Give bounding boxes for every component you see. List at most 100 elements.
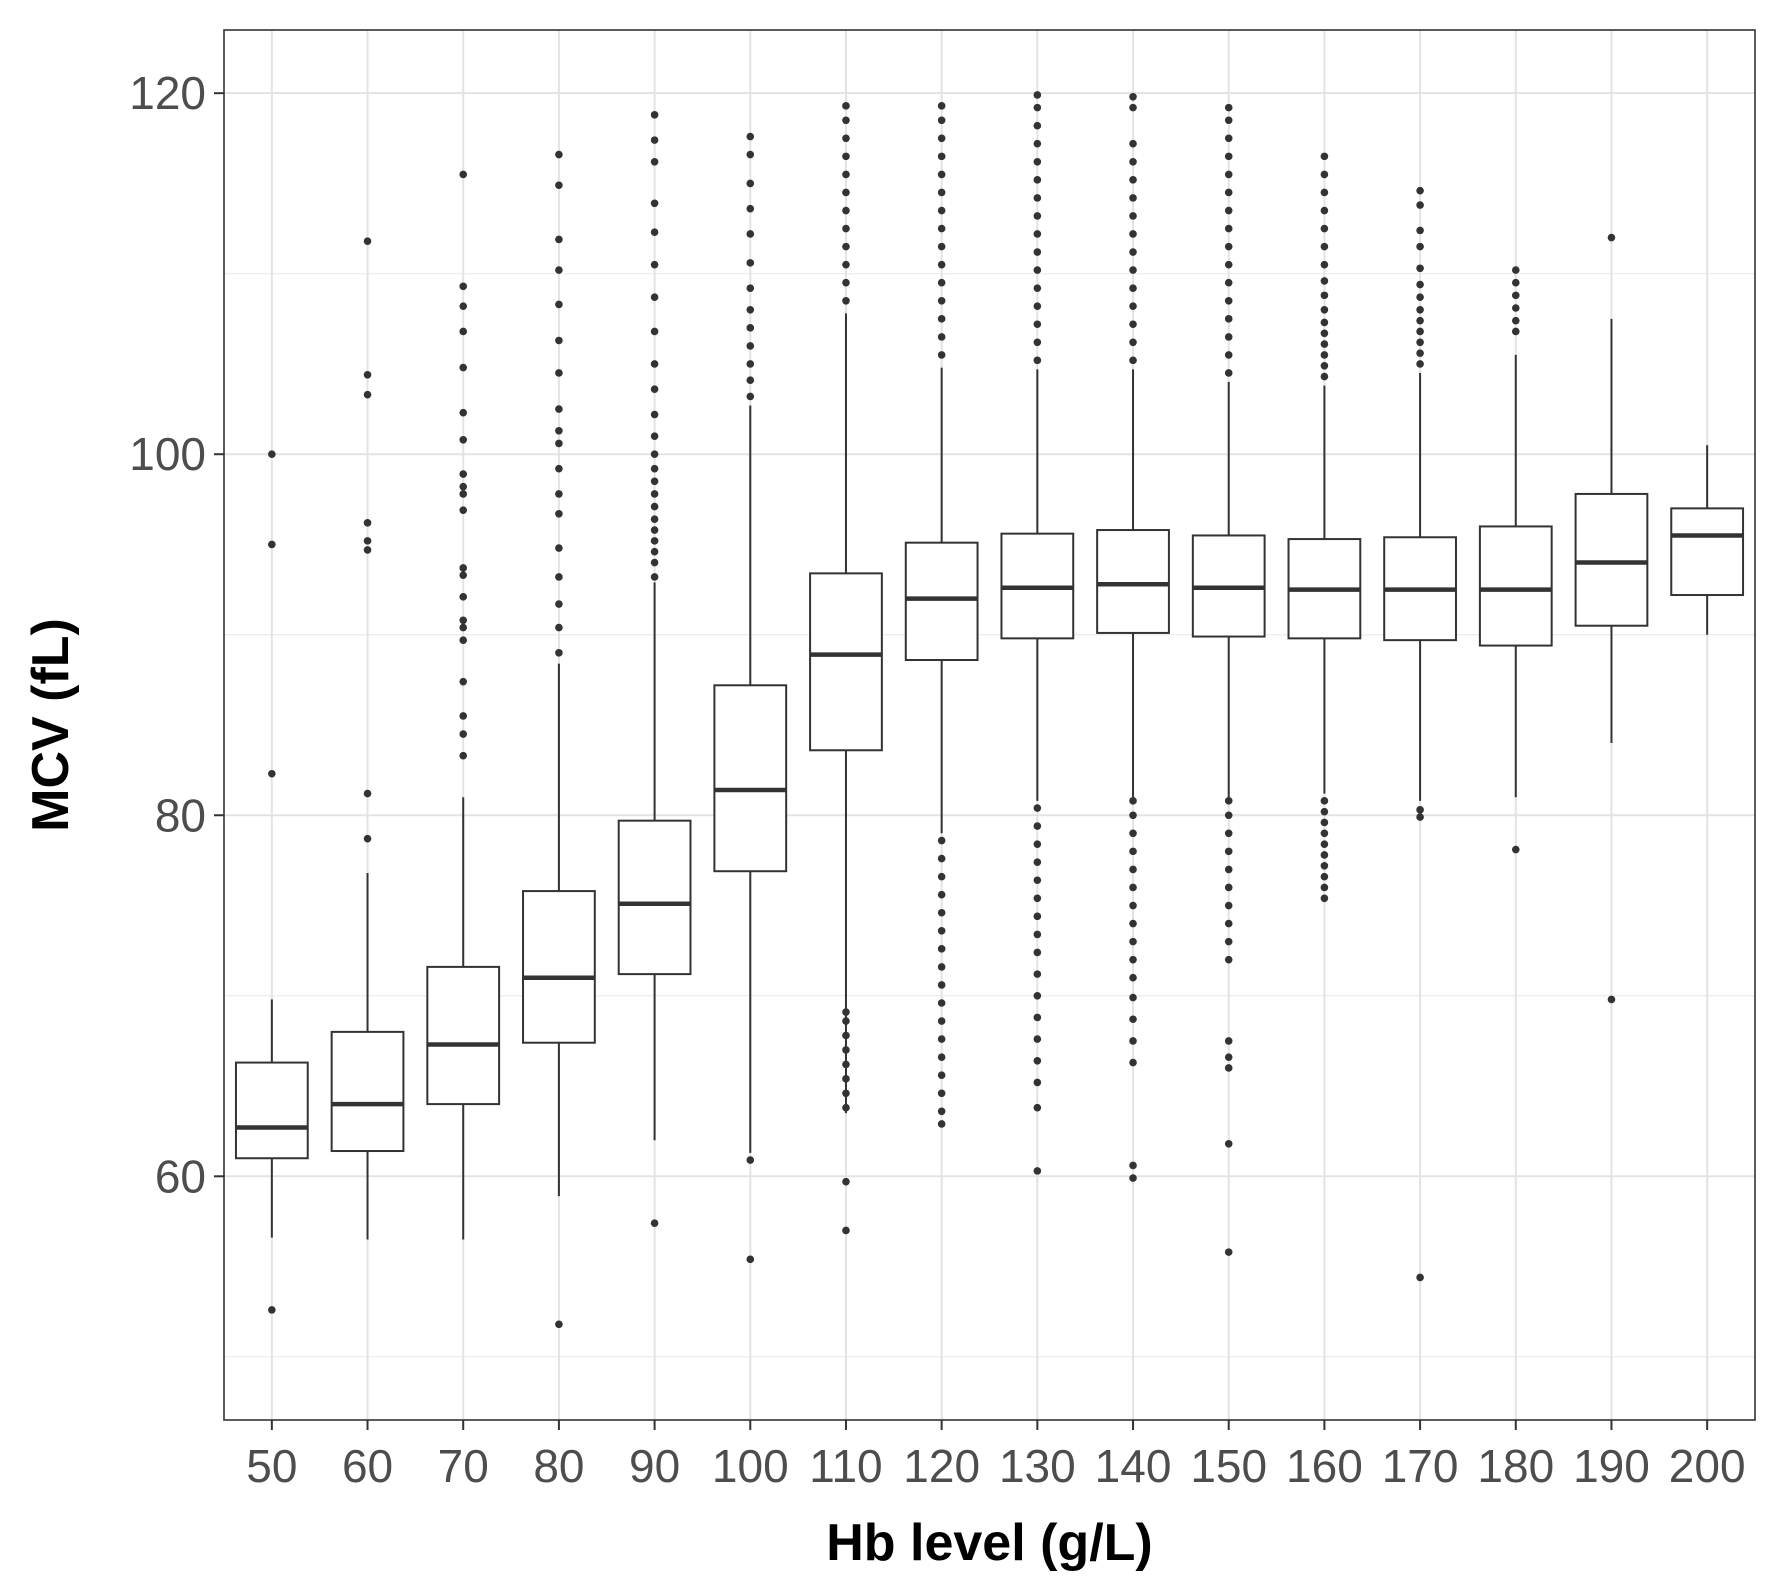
- outlier-point: [1033, 139, 1042, 148]
- outlier-point: [650, 293, 659, 301]
- outlier-point: [1224, 116, 1233, 125]
- outlier-point: [1416, 264, 1424, 273]
- outlier-point: [1320, 260, 1329, 269]
- outlier-point: [459, 302, 468, 310]
- outlier-point: [555, 300, 563, 309]
- outlier-point: [1224, 829, 1233, 838]
- outlier-point: [1033, 91, 1042, 99]
- x-tick-label: 150: [1190, 1440, 1267, 1492]
- outlier-point: [1416, 226, 1424, 235]
- outlier-point: [1033, 1035, 1042, 1043]
- outlier-point: [1129, 1161, 1137, 1170]
- outlier-point: [555, 600, 563, 608]
- outlier-point: [363, 519, 372, 527]
- outlier-point: [1224, 811, 1233, 820]
- outlier-point: [1033, 858, 1042, 866]
- outlier-point: [1511, 278, 1520, 287]
- outlier-point: [1224, 134, 1233, 143]
- outlier-point: [1129, 1058, 1137, 1067]
- outlier-point: [1320, 372, 1329, 381]
- outlier-point: [650, 111, 659, 119]
- outlier-point: [650, 385, 659, 394]
- outlier-point: [1416, 327, 1424, 336]
- outlier-point: [1033, 1056, 1042, 1065]
- outlier-point: [1224, 847, 1233, 856]
- outlier-point: [459, 730, 468, 738]
- outlier-point: [1320, 351, 1329, 359]
- outlier-point: [937, 1120, 946, 1128]
- outlier-point: [1416, 360, 1424, 368]
- outlier-point: [650, 526, 659, 534]
- outlier-point: [937, 1107, 946, 1116]
- outlier-point: [1129, 901, 1137, 910]
- outlier-point: [650, 228, 659, 236]
- outlier-point: [268, 1306, 276, 1314]
- outlier-point: [555, 1320, 563, 1329]
- outlier-point: [1033, 1167, 1042, 1175]
- box-130: [1000, 91, 1075, 1175]
- outlier-point: [746, 342, 755, 350]
- outlier-point: [555, 235, 563, 244]
- outlier-point: [1224, 224, 1233, 233]
- outlier-point: [650, 450, 659, 459]
- outlier-point: [937, 260, 946, 269]
- outlier-point: [1320, 329, 1329, 338]
- outlier-point: [555, 648, 563, 657]
- outlier-point: [1129, 302, 1137, 310]
- outlier-point: [1511, 291, 1520, 300]
- outlier-point: [842, 1008, 850, 1016]
- outlier-point: [842, 134, 850, 143]
- outlier-point: [1129, 829, 1137, 838]
- outlier-point: [650, 1219, 659, 1228]
- outlier-point: [1033, 1013, 1042, 1022]
- box-60: [330, 237, 405, 1240]
- outlier-point: [1320, 851, 1329, 859]
- outlier-point: [1033, 302, 1042, 310]
- outlier-point: [1224, 333, 1233, 341]
- outlier-point: [937, 999, 946, 1007]
- outlier-point: [268, 540, 276, 549]
- x-tick-label: 180: [1477, 1440, 1554, 1492]
- outlier-point: [937, 315, 946, 323]
- outlier-point: [937, 854, 946, 863]
- outlier-point: [1416, 280, 1424, 289]
- outlier-point: [1129, 248, 1137, 256]
- box-150: [1191, 103, 1266, 1256]
- outlier-point: [1033, 103, 1042, 112]
- outlier-point: [1320, 242, 1329, 251]
- outlier-point: [459, 282, 468, 291]
- x-tick-label: 140: [1095, 1440, 1172, 1492]
- outlier-point: [746, 179, 755, 188]
- outlier-point: [746, 132, 755, 141]
- outlier-point: [1033, 970, 1042, 978]
- outlier-point: [555, 405, 563, 413]
- x-tick-label: 160: [1286, 1440, 1363, 1492]
- outlier-point: [937, 963, 946, 971]
- outlier-point: [1033, 194, 1042, 202]
- outlier-point: [1320, 829, 1329, 838]
- outlier-point: [746, 376, 755, 385]
- outlier-point: [937, 116, 946, 125]
- outlier-point: [650, 490, 659, 498]
- y-axis: 60 80 100 120: [129, 67, 224, 1202]
- outlier-point: [1224, 206, 1233, 215]
- outlier-point: [1224, 242, 1233, 251]
- outlier-point: [842, 170, 850, 179]
- outlier-point: [746, 324, 755, 332]
- outlier-point: [1033, 840, 1042, 848]
- outlier-point: [1607, 995, 1616, 1004]
- outlier-point: [459, 751, 468, 760]
- outlier-point: [650, 260, 659, 269]
- outlier-point: [1224, 901, 1233, 910]
- outlier-point: [459, 506, 468, 514]
- outlier-point: [937, 1017, 946, 1025]
- outlier-point: [1416, 306, 1424, 314]
- outlier-point: [937, 1071, 946, 1080]
- outlier-point: [1033, 121, 1042, 130]
- outlier-point: [1033, 338, 1042, 347]
- outlier-point: [1320, 152, 1329, 161]
- outlier-point: [1224, 103, 1233, 112]
- outlier-point: [842, 102, 850, 110]
- outlier-point: [842, 188, 850, 197]
- box-iqr: [1574, 492, 1649, 627]
